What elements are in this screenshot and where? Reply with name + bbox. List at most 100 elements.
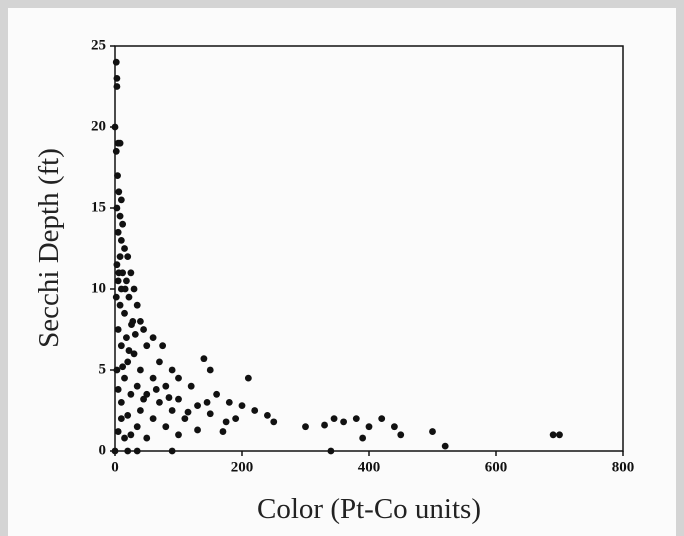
y-tick-label: 15 (91, 199, 106, 215)
point (238, 402, 246, 410)
point (165, 394, 173, 401)
point (113, 261, 121, 269)
point (112, 58, 120, 66)
point (133, 423, 141, 431)
point (168, 407, 176, 414)
point (127, 269, 135, 277)
point (140, 326, 147, 333)
point (206, 410, 214, 418)
point (119, 363, 127, 371)
point (117, 196, 125, 204)
point (187, 382, 195, 390)
point (194, 402, 201, 410)
point (251, 407, 259, 414)
point (203, 399, 211, 406)
point (340, 418, 347, 426)
point (125, 347, 133, 354)
point (119, 220, 127, 228)
point (133, 447, 141, 455)
x-tick-label: 800 (612, 459, 635, 475)
point (222, 418, 230, 426)
point (232, 415, 240, 422)
point (156, 399, 163, 406)
point (441, 442, 449, 450)
point (113, 366, 121, 374)
point (149, 415, 157, 422)
point (200, 355, 208, 363)
point (137, 318, 144, 325)
point (127, 390, 135, 398)
point (556, 431, 563, 439)
point (137, 407, 144, 414)
point (143, 342, 151, 350)
point (264, 411, 271, 419)
point (397, 431, 405, 439)
point (352, 415, 360, 422)
point (143, 434, 151, 442)
point (123, 277, 130, 285)
point (175, 395, 182, 403)
point (156, 358, 163, 366)
point (124, 411, 132, 419)
x-tick-label: 0 (111, 459, 119, 475)
point (429, 428, 436, 435)
point (378, 415, 386, 422)
point (162, 423, 170, 431)
point (117, 399, 125, 406)
point (124, 447, 132, 455)
point (149, 374, 157, 382)
x-tick-label: 600 (485, 459, 508, 475)
y-tick-label: 0 (99, 442, 107, 458)
point (117, 342, 125, 350)
point (225, 399, 233, 406)
point (175, 431, 182, 439)
point (114, 386, 122, 393)
y-tick-label: 10 (91, 280, 106, 296)
point (321, 421, 328, 429)
point (219, 428, 227, 435)
point (143, 390, 151, 398)
point (194, 426, 201, 434)
point (391, 423, 398, 431)
point (327, 447, 335, 455)
point (114, 228, 122, 236)
point (123, 334, 130, 341)
point (116, 212, 124, 220)
point (162, 382, 170, 390)
x-axis-label: Color (Pt-Co units) (257, 493, 481, 525)
point (128, 321, 135, 329)
point (359, 434, 367, 442)
point (127, 431, 135, 439)
point (114, 428, 122, 435)
point (113, 204, 121, 212)
plot-frame (114, 45, 624, 452)
point (137, 366, 144, 374)
point (149, 334, 157, 341)
x-tick-label: 400 (358, 459, 381, 475)
point (124, 253, 132, 260)
y-tick-label: 25 (91, 37, 106, 53)
point (111, 123, 119, 131)
point (175, 374, 182, 382)
point (549, 431, 557, 439)
y-tick-label: 20 (91, 118, 106, 134)
point (213, 390, 221, 398)
point (270, 418, 278, 426)
point (116, 301, 124, 309)
point (181, 415, 189, 422)
point (114, 172, 121, 180)
point (121, 374, 128, 382)
point (117, 415, 125, 422)
point (133, 301, 141, 309)
point (113, 83, 121, 90)
point (365, 423, 373, 431)
point (125, 293, 133, 301)
point (112, 293, 120, 301)
point (131, 330, 139, 338)
point (330, 415, 338, 422)
point (115, 269, 123, 277)
point (111, 447, 119, 455)
point (159, 342, 167, 350)
